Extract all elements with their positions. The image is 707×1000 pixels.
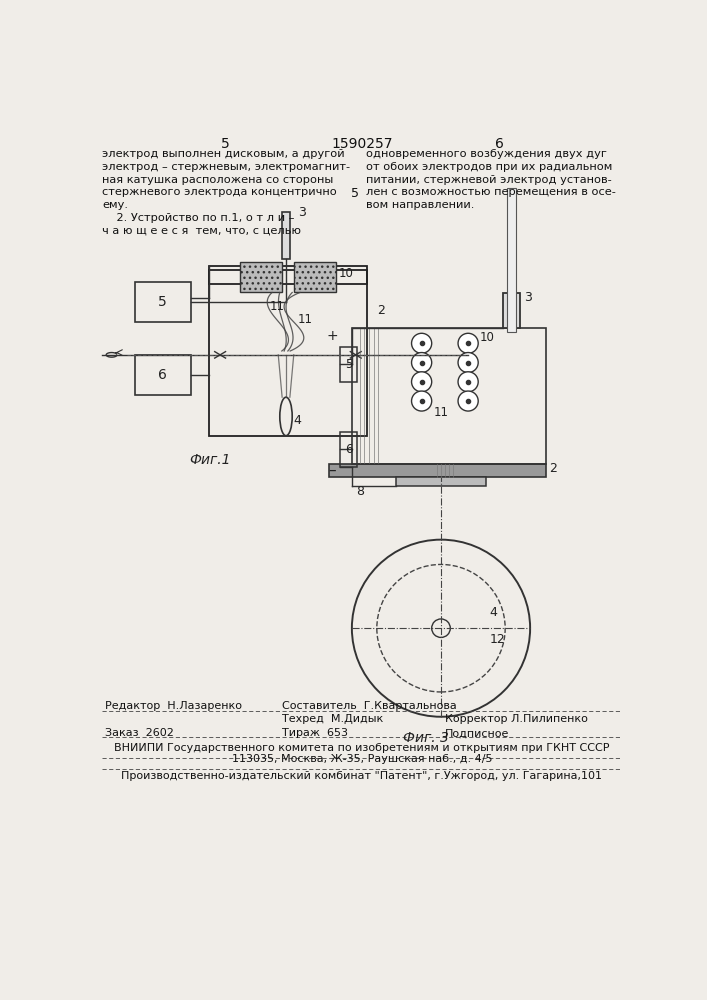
Text: 113035, Москва, Ж-35, Раушская наб., д. 4/5: 113035, Москва, Ж-35, Раушская наб., д. … bbox=[232, 754, 492, 764]
Text: ему.: ему. bbox=[103, 200, 129, 210]
Bar bbox=[352, 328, 546, 464]
Text: 5: 5 bbox=[345, 358, 353, 371]
Bar bbox=[503, 293, 520, 328]
Bar bbox=[240, 262, 282, 292]
Text: Корректор Л.Пилипенко: Корректор Л.Пилипенко bbox=[445, 714, 588, 724]
Text: 6: 6 bbox=[345, 443, 353, 456]
Text: Производственно-издательский комбинат "Патент", г.Ужгород, ул. Гагарина,101: Производственно-издательский комбинат "П… bbox=[122, 771, 602, 781]
Text: 4: 4 bbox=[293, 414, 302, 427]
Circle shape bbox=[458, 333, 478, 353]
Text: 5: 5 bbox=[351, 187, 359, 200]
Text: ч а ю щ е е с я  тем, что, с целью: ч а ю щ е е с я тем, что, с целью bbox=[103, 225, 301, 235]
Text: 10: 10 bbox=[339, 267, 354, 280]
Text: 4: 4 bbox=[489, 606, 497, 619]
Text: Тираж  653: Тираж 653 bbox=[282, 728, 348, 738]
Circle shape bbox=[458, 353, 478, 373]
Circle shape bbox=[411, 333, 432, 353]
Bar bbox=[135, 282, 191, 322]
Bar bbox=[507, 188, 516, 332]
Text: вом направлении.: вом направлении. bbox=[366, 200, 474, 210]
Text: ная катушка расположена со стороны: ная катушка расположена со стороны bbox=[103, 175, 334, 185]
Bar bbox=[209, 266, 368, 436]
Text: ВНИИПИ Государственного комитета по изобретениям и открытиям при ГКНТ СССР: ВНИИПИ Государственного комитета по изоб… bbox=[115, 743, 609, 753]
Circle shape bbox=[411, 353, 432, 373]
Text: питании, стержневой электрод установ-: питании, стержневой электрод установ- bbox=[366, 175, 612, 185]
Text: 2: 2 bbox=[377, 304, 385, 317]
Bar bbox=[329, 464, 546, 477]
Text: 5: 5 bbox=[221, 137, 230, 151]
Bar bbox=[397, 477, 486, 486]
Text: стержневого электрода концентрично: стержневого электрода концентрично bbox=[103, 187, 337, 197]
Text: 6: 6 bbox=[158, 368, 168, 382]
Bar bbox=[340, 347, 357, 382]
Text: 3: 3 bbox=[298, 206, 305, 219]
Bar bbox=[293, 262, 337, 292]
Text: одновременного возбуждения двух дуг: одновременного возбуждения двух дуг bbox=[366, 149, 607, 159]
Text: 5: 5 bbox=[158, 295, 167, 309]
Text: 12: 12 bbox=[489, 633, 506, 646]
Text: Подписное: Подписное bbox=[445, 728, 509, 738]
Text: 2: 2 bbox=[549, 462, 557, 475]
Text: Фиг. 3: Фиг. 3 bbox=[402, 731, 448, 745]
Circle shape bbox=[458, 372, 478, 392]
Text: –: – bbox=[329, 463, 337, 478]
Bar bbox=[209, 270, 368, 284]
Text: 8: 8 bbox=[356, 485, 363, 498]
Bar bbox=[340, 432, 357, 466]
Circle shape bbox=[458, 391, 478, 411]
Text: 11: 11 bbox=[433, 406, 448, 419]
Text: +: + bbox=[327, 329, 339, 343]
Text: Фиг.1: Фиг.1 bbox=[189, 453, 230, 467]
Circle shape bbox=[411, 372, 432, 392]
Text: 11: 11 bbox=[269, 300, 284, 313]
Text: Редактор  Н.Лазаренко: Редактор Н.Лазаренко bbox=[105, 701, 243, 711]
Text: от обоих электродов при их радиальном: от обоих электродов при их радиальном bbox=[366, 162, 612, 172]
Text: 3: 3 bbox=[524, 291, 532, 304]
Text: Техред  М.Дидык: Техред М.Дидык bbox=[282, 714, 383, 724]
Text: электрод выполнен дисковым, а другой: электрод выполнен дисковым, а другой bbox=[103, 149, 345, 159]
Text: 2. Устройство по п.1, о т л и –: 2. Устройство по п.1, о т л и – bbox=[103, 213, 295, 223]
Text: Заказ  2602: Заказ 2602 bbox=[105, 728, 175, 738]
Bar bbox=[135, 355, 191, 395]
Text: 6: 6 bbox=[495, 137, 503, 151]
Text: электрод – стержневым, электромагнит-: электрод – стержневым, электромагнит- bbox=[103, 162, 351, 172]
Circle shape bbox=[411, 391, 432, 411]
Text: 11: 11 bbox=[298, 313, 313, 326]
Text: 1590257: 1590257 bbox=[331, 137, 392, 151]
Text: Составитель  Г.Квартальнова: Составитель Г.Квартальнова bbox=[282, 701, 457, 711]
Text: лен с возможностью перемещения в осе-: лен с возможностью перемещения в осе- bbox=[366, 187, 616, 197]
Text: 10: 10 bbox=[480, 331, 495, 344]
Bar bbox=[282, 212, 290, 259]
